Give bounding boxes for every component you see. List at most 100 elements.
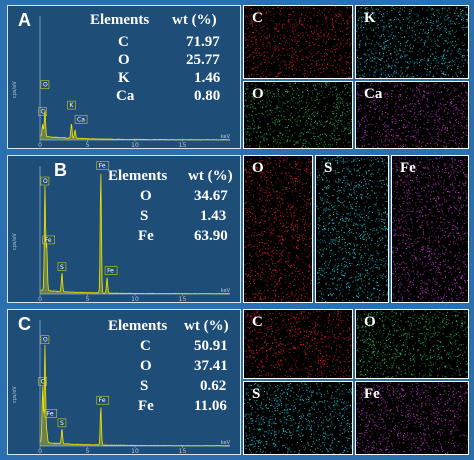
table-header-wt: wt (%): [188, 168, 233, 184]
map-label: O: [252, 86, 264, 102]
x-tick-label: 0: [38, 448, 42, 454]
peak-label: Fe: [42, 235, 55, 245]
svg-text:Ca: Ca: [77, 116, 85, 123]
table-header-wt: wt (%): [172, 12, 217, 28]
element-name: Ca: [116, 88, 135, 104]
map-dots: [356, 382, 468, 454]
element-wt: 11.06: [194, 398, 227, 414]
element-map-c-fe: Fe: [355, 381, 469, 455]
x-tick-label: 10: [131, 142, 139, 148]
map-dots: [316, 156, 388, 302]
svg-text:Fe: Fe: [47, 410, 54, 417]
map-dots: [356, 6, 468, 78]
element-map-b-o: O: [243, 155, 313, 303]
map-dots: [244, 156, 312, 302]
peak-label: O: [40, 335, 50, 344]
element-name: Fe: [138, 398, 154, 414]
panel-letter-b: B: [54, 160, 67, 180]
peak-label: S: [57, 418, 67, 428]
element-name: S: [140, 378, 149, 394]
peak-label: K: [67, 100, 76, 110]
x-tick-label: 10: [131, 296, 139, 302]
svg-text:K: K: [69, 102, 74, 109]
x-tick-label: 5: [86, 448, 90, 454]
element-wt: 71.97: [186, 34, 220, 50]
map-label: S: [324, 160, 333, 176]
x-tick-label: 0: [38, 142, 42, 148]
x-tick-label: 15: [179, 448, 187, 454]
map-dots: [244, 310, 352, 378]
svg-text:Fe: Fe: [107, 268, 114, 275]
element-wt: 50.91: [194, 338, 228, 354]
x-tick-label: 5: [86, 142, 90, 148]
element-wt: 37.41: [194, 358, 228, 374]
map-dots: [244, 6, 352, 78]
svg-text:Fe: Fe: [45, 237, 52, 244]
composition-table-c: Elements wt (%) C 50.91 O 37.41 S 0.62 F…: [108, 318, 240, 418]
peak-label: O: [40, 80, 50, 89]
element-wt: 1.43: [200, 208, 227, 224]
svg-text:O: O: [43, 178, 48, 185]
map-label: C: [252, 10, 263, 26]
element-wt: 63.90: [194, 228, 228, 244]
x-unit-label: keV: [221, 440, 231, 446]
element-name: O: [140, 358, 152, 374]
x-unit-label: keV: [221, 288, 231, 294]
peak-label: C: [38, 377, 47, 386]
peak-label: Fe: [104, 266, 118, 275]
map-label: O: [364, 314, 376, 330]
map-label: O: [252, 160, 264, 176]
peak-label: Fe: [96, 395, 110, 405]
svg-text:O: O: [43, 337, 48, 344]
element-map-b-fe: Fe: [391, 155, 469, 303]
peak-label: Fe: [44, 409, 57, 418]
element-map-c-o: O: [355, 309, 469, 379]
map-label: K: [364, 10, 376, 26]
x-tick-label: 0: [38, 296, 42, 302]
spectrum-panel-c: 0 5 10 15 keV cps/eV C O Fe S Fe C Elements wt (%)…: [7, 309, 241, 455]
element-map-c-c: C: [243, 309, 353, 379]
table-header-elements: Elements: [108, 318, 168, 334]
element-wt: 0.80: [194, 88, 221, 104]
x-tick-label: 5: [86, 296, 90, 302]
element-name: K: [118, 70, 130, 86]
map-dots: [356, 310, 468, 378]
table-header-elements: Elements: [108, 168, 168, 184]
element-map-a-o: O: [243, 81, 353, 149]
element-wt: 25.77: [186, 52, 220, 68]
spectrum-area: [40, 109, 230, 140]
element-name: C: [140, 338, 151, 354]
svg-text:C: C: [41, 378, 45, 385]
map-dots: [392, 156, 468, 302]
svg-text:Fe: Fe: [99, 163, 106, 170]
element-wt: 1.46: [194, 70, 221, 86]
x-tick-label: 15: [179, 296, 187, 302]
spectrum-line: [40, 344, 230, 447]
y-axis-label: cps/eV: [12, 386, 18, 403]
map-dots: [244, 382, 352, 454]
peak-label: Ca: [74, 115, 88, 124]
map-label: Fe: [364, 386, 380, 402]
spectrum-panel-a: 0 5 10 15 keV cps/eV C O K Ca A Elements wt (%) C…: [7, 5, 241, 149]
svg-text:O: O: [43, 82, 48, 89]
map-label: C: [252, 314, 263, 330]
svg-text:Fe: Fe: [99, 397, 106, 404]
x-tick-label: 15: [179, 142, 187, 148]
element-map-c-s: S: [243, 381, 353, 455]
element-name: O: [140, 188, 152, 204]
map-dots: [244, 82, 352, 148]
table-header-wt: wt (%): [184, 318, 229, 334]
element-map-b-s: S: [315, 155, 389, 303]
element-map-a-k: K: [355, 5, 469, 79]
map-label: Fe: [400, 160, 416, 176]
peak-label: Fe: [96, 161, 110, 170]
element-name: Fe: [138, 228, 154, 244]
element-map-a-c: C: [243, 5, 353, 79]
spectrum-line: [40, 174, 230, 295]
table-header-elements: Elements: [90, 12, 150, 28]
svg-text:C: C: [41, 109, 45, 116]
x-unit-label: keV: [221, 134, 231, 140]
y-axis-label: cps/eV: [12, 81, 18, 98]
peak-label: C: [38, 107, 47, 116]
